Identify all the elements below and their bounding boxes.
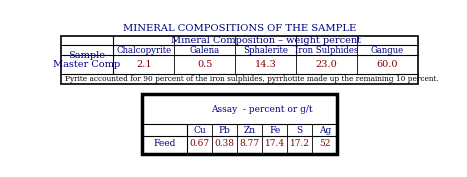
Text: 0.38: 0.38 [215, 139, 234, 148]
Text: 8.77: 8.77 [240, 139, 260, 148]
Text: 17.4: 17.4 [265, 139, 285, 148]
Text: Gangue: Gangue [371, 46, 404, 55]
Text: Sample: Sample [69, 51, 106, 60]
Text: Master Comp: Master Comp [53, 60, 120, 69]
Text: Chalcopyrite: Chalcopyrite [116, 46, 171, 55]
Text: Fe: Fe [269, 126, 280, 135]
Text: Cu: Cu [193, 126, 206, 135]
Text: 52: 52 [319, 139, 331, 148]
Text: 0.5: 0.5 [197, 60, 212, 69]
Text: Assay  - percent or g/t: Assay - percent or g/t [212, 105, 313, 114]
Text: S: S [297, 126, 303, 135]
Text: MINERAL COMPOSITIONS OF THE SAMPLE: MINERAL COMPOSITIONS OF THE SAMPLE [123, 24, 356, 33]
Text: 14.3: 14.3 [255, 60, 276, 69]
Text: Ag: Ag [318, 126, 331, 135]
Text: Feed: Feed [153, 139, 176, 148]
Text: Iron Sulphides: Iron Sulphides [295, 46, 358, 55]
Bar [142, 94, 337, 155]
Text: Mineral Composition – weight percent: Mineral Composition – weight percent [170, 36, 361, 45]
Text: Sphalerite: Sphalerite [243, 46, 288, 55]
Text: 17.2: 17.2 [290, 139, 310, 148]
Text: Pb: Pb [219, 126, 231, 135]
Text: Zn: Zn [244, 126, 256, 135]
Text: Pyrite accounted for 90 percent of the iron sulphides, pyrrhotite made up the re: Pyrite accounted for 90 percent of the i… [64, 75, 439, 83]
Text: 23.0: 23.0 [316, 60, 338, 69]
Text: 2.1: 2.1 [136, 60, 152, 69]
Text: 0.67: 0.67 [190, 139, 210, 148]
Bar [61, 36, 418, 84]
Text: Galena: Galena [190, 46, 220, 55]
Text: 60.0: 60.0 [377, 60, 398, 69]
